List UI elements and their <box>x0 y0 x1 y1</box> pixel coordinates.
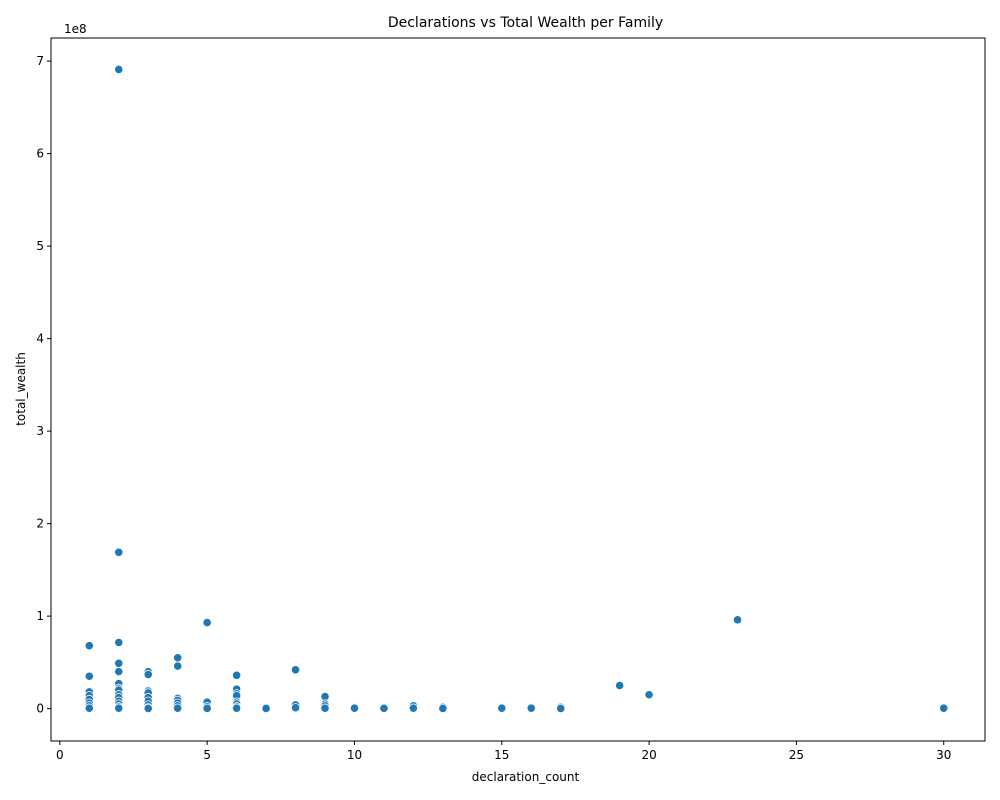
data-point <box>526 703 536 713</box>
data-point <box>143 669 153 680</box>
data-point <box>173 661 183 671</box>
x-tick-label: 30 <box>936 748 951 762</box>
y-tick-label: 1 <box>36 609 44 623</box>
data-point <box>615 680 625 691</box>
x-tick-label: 0 <box>56 748 64 762</box>
x-tick-label: 20 <box>641 748 656 762</box>
data-point <box>497 703 507 713</box>
y-tick-label: 0 <box>36 702 44 716</box>
data-point <box>114 658 124 668</box>
data-point <box>114 64 124 75</box>
x-tick-label: 15 <box>494 748 509 762</box>
y-axis-label: total_wealth <box>14 352 28 426</box>
data-point <box>114 547 124 557</box>
data-point <box>290 703 301 713</box>
x-tick-label: 10 <box>347 748 362 762</box>
data-point <box>438 703 448 714</box>
data-point <box>84 671 94 681</box>
x-tick-label: 25 <box>789 748 804 762</box>
data-point <box>202 617 212 628</box>
data-point <box>261 703 271 714</box>
data-point <box>114 667 124 677</box>
data-point <box>173 653 183 663</box>
data-point <box>939 703 949 713</box>
y-tick-label: 3 <box>36 424 44 438</box>
data-point <box>202 703 212 713</box>
y-tick-label: 7 <box>36 54 44 68</box>
data-point <box>232 703 242 713</box>
data-points <box>84 64 949 714</box>
y-offset-label: 1e8 <box>64 22 87 36</box>
data-point <box>408 703 419 713</box>
data-point <box>232 670 242 680</box>
y-tick-label: 6 <box>36 147 44 161</box>
plot-frame <box>50 37 986 742</box>
data-point <box>143 703 153 714</box>
data-point <box>379 703 389 713</box>
x-axis-label: declaration_count <box>472 770 580 784</box>
data-point <box>732 615 743 625</box>
data-point <box>84 703 94 713</box>
data-point <box>84 641 94 651</box>
x-axis-ticks: 0 5 10 15 20 25 30 <box>56 741 951 762</box>
y-tick-label: 5 <box>36 239 44 253</box>
data-point <box>114 637 124 648</box>
data-point <box>644 690 654 700</box>
y-axis-ticks: 0 1 2 3 4 5 6 7 <box>36 54 51 716</box>
y-tick-label: 4 <box>36 332 44 346</box>
data-point <box>349 703 360 713</box>
data-point <box>173 703 183 713</box>
data-point <box>114 703 124 713</box>
y-tick-label: 2 <box>36 517 44 531</box>
data-point <box>290 665 301 675</box>
x-tick-label: 5 <box>203 748 211 762</box>
data-point <box>320 703 330 713</box>
chart-title: Declarations vs Total Wealth per Family <box>388 15 663 31</box>
data-point <box>556 703 566 714</box>
